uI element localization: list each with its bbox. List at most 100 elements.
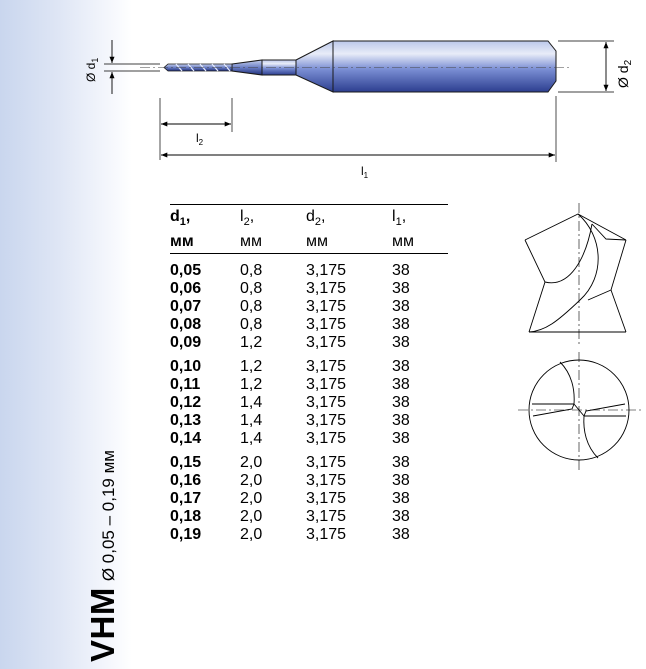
cell-d1: 0,19 (170, 526, 202, 544)
table-row: 0,13 1,4 3,175 38 (170, 412, 448, 430)
table-row: 0,16 2,0 3,175 38 (170, 472, 448, 490)
l1-label: l1 (361, 164, 369, 180)
cell-d1: 0,12 (170, 394, 202, 412)
cell-l2: 0,8 (240, 262, 263, 280)
table-unit-row: мм мм мм мм (170, 232, 448, 255)
cell-d1: 0,17 (170, 490, 202, 508)
cell-d1: 0,11 (170, 376, 201, 394)
cell-d2: 3,175 (306, 394, 347, 412)
cell-l1: 38 (392, 316, 410, 334)
header-l1: l1, (392, 204, 448, 233)
cell-d2: 3,175 (306, 298, 347, 316)
table-row: 0,06 0,8 3,175 38 (170, 280, 448, 298)
l1-dimension: l1 (161, 96, 557, 180)
cell-l2: 0,8 (240, 280, 263, 298)
cell-l1: 38 (392, 262, 410, 280)
table-row: 0,17 2,0 3,175 38 (170, 490, 448, 508)
table-row: 0,11 1,2 3,175 38 (170, 376, 448, 394)
cell-d1: 0,16 (170, 472, 202, 490)
cell-d2: 3,175 (306, 412, 347, 430)
table-row: 0,12 1,4 3,175 38 (170, 394, 448, 412)
cell-l2: 1,4 (240, 394, 263, 412)
table-row: 0,14 1,4 3,175 38 (170, 430, 448, 448)
cell-l2: 1,4 (240, 412, 263, 430)
drill-side-view (140, 40, 572, 93)
cell-d2: 3,175 (306, 376, 347, 394)
d1-dimension: Ø d1 (84, 40, 160, 94)
header-d2: d2, (306, 204, 392, 233)
cell-d2: 3,175 (306, 280, 347, 298)
cell-l1: 38 (392, 454, 410, 472)
cell-d2: 3,175 (306, 526, 347, 544)
cell-l2: 2,0 (240, 490, 263, 508)
cell-d2: 3,175 (306, 454, 347, 472)
unit-d1: мм (170, 232, 240, 255)
drill-end-view (518, 352, 642, 470)
table-row: 0,08 0,8 3,175 38 (170, 316, 448, 334)
cell-d2: 3,175 (306, 316, 347, 334)
cell-d1: 0,06 (170, 280, 202, 298)
cell-l2: 1,2 (240, 334, 263, 352)
table-row: 0,07 0,8 3,175 38 (170, 298, 448, 316)
cell-d1: 0,07 (170, 298, 202, 316)
cell-d1: 0,18 (170, 508, 202, 526)
unit-d2: мм (306, 232, 392, 255)
table-row: 0,15 2,0 3,175 38 (170, 448, 448, 472)
cell-l2: 2,0 (240, 526, 263, 544)
d1-label: Ø d1 (84, 58, 100, 82)
header-d1: d1, (170, 204, 240, 233)
cell-d2: 3,175 (306, 262, 347, 280)
cell-l2: 2,0 (240, 472, 263, 490)
l2-dimension: l2 (159, 98, 233, 160)
unit-l2: мм (240, 232, 306, 255)
cell-l1: 38 (392, 490, 410, 508)
cell-d2: 3,175 (306, 508, 347, 526)
d2-label: Ø d2 (615, 59, 634, 88)
cell-l2: 1,2 (240, 376, 263, 394)
spec-table: d1, l2, d2, l1, мм мм мм мм 0,05 0,8 3,175… (170, 204, 448, 544)
cell-l2: 1,4 (240, 430, 263, 448)
cell-l2: 0,8 (240, 298, 263, 316)
cell-l1: 38 (392, 472, 410, 490)
cell-l1: 38 (392, 376, 410, 394)
table-body: 0,05 0,8 3,175 38 0,06 0,8 3,175 38 0,07 0,8 3,175… (170, 254, 448, 545)
cell-l1: 38 (392, 394, 410, 412)
table-row: 0,10 1,2 3,175 38 (170, 352, 448, 376)
cell-l1: 38 (392, 280, 410, 298)
table-row: 0,05 0,8 3,175 38 (170, 254, 448, 281)
cell-l1: 38 (392, 526, 410, 544)
cell-d2: 3,175 (306, 472, 347, 490)
cell-d1: 0,10 (170, 358, 202, 376)
cell-l1: 38 (392, 358, 410, 376)
cell-l2: 0,8 (240, 316, 263, 334)
table-row: 0,19 2,0 3,175 38 (170, 526, 448, 544)
table-row: 0,18 2,0 3,175 38 (170, 508, 448, 526)
cell-l1: 38 (392, 430, 410, 448)
cell-d2: 3,175 (306, 334, 347, 352)
l2-label: l2 (196, 131, 204, 147)
cell-d1: 0,05 (170, 262, 202, 280)
cell-l1: 38 (392, 298, 410, 316)
d2-dimension: Ø d2 (558, 40, 634, 93)
cell-l2: 2,0 (240, 454, 263, 472)
cell-d1: 0,13 (170, 412, 202, 430)
cell-d1: 0,15 (170, 454, 202, 472)
cell-l1: 38 (392, 412, 410, 430)
table-header-row: d1, l2, d2, l1, (170, 204, 448, 233)
side-band (0, 0, 132, 669)
table-row: 0,09 1,2 3,175 38 (170, 334, 448, 352)
cell-d2: 3,175 (306, 358, 347, 376)
cell-d1: 0,09 (170, 334, 202, 352)
cell-d2: 3,175 (306, 490, 347, 508)
cell-d1: 0,14 (170, 430, 202, 448)
cell-l1: 38 (392, 508, 410, 526)
cell-l2: 2,0 (240, 508, 263, 526)
cell-l1: 38 (392, 334, 410, 352)
drill-tip-detail (524, 203, 627, 346)
unit-l1: мм (392, 232, 448, 255)
cell-d1: 0,08 (170, 316, 202, 334)
cell-d2: 3,175 (306, 430, 347, 448)
header-l2: l2, (240, 204, 306, 233)
cell-l2: 1,2 (240, 358, 263, 376)
